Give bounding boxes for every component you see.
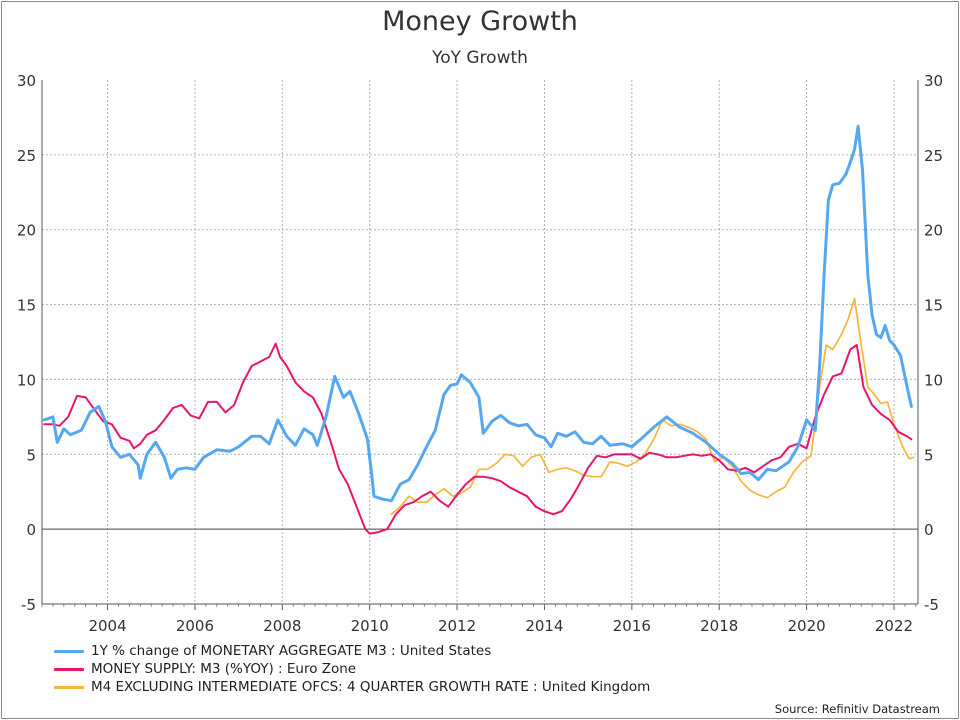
- x-tick-label: 2016: [613, 617, 651, 635]
- y-tick-label-left: 30: [17, 72, 36, 90]
- series-line-uk-m4: [390, 297, 915, 516]
- legend-label-uk: M4 EXCLUDING INTERMEDIATE OFCS: 4 QUARTE…: [91, 679, 651, 695]
- y-tick-label-right: 20: [924, 222, 943, 240]
- y-tick-label-right: 0: [924, 521, 934, 539]
- x-tick-label: 2008: [263, 617, 301, 635]
- y-tick-label-right: 5: [924, 446, 934, 464]
- x-tick-label: 2004: [88, 617, 126, 635]
- y-tick-label-right: -5: [924, 596, 939, 614]
- x-tick-label: 2006: [176, 617, 214, 635]
- legend-swatch-ez: [54, 667, 84, 671]
- x-tick-label: 2020: [787, 617, 825, 635]
- legend-label-us: 1Y % change of MONETARY AGGREGATE M3 : U…: [91, 643, 492, 659]
- x-tick-label: 2022: [875, 617, 913, 635]
- legend-item-uk: M4 EXCLUDING INTERMEDIATE OFCS: 4 QUARTE…: [54, 678, 650, 696]
- y-tick-label-right: 25: [924, 147, 943, 165]
- chart-subtitle: YoY Growth: [432, 48, 528, 68]
- x-tick-label: 2014: [525, 617, 563, 635]
- y-tick-label-left: 5: [26, 446, 36, 464]
- legend-swatch-uk: [54, 685, 84, 689]
- x-tick-label: 2010: [351, 617, 389, 635]
- y-tick-label-right: 30: [924, 72, 943, 90]
- legend-swatch-us: [54, 649, 84, 653]
- legend-item-us: 1Y % change of MONETARY AGGREGATE M3 : U…: [54, 642, 650, 660]
- y-tick-label-left: 0: [26, 521, 36, 539]
- y-tick-label-left: -5: [21, 596, 36, 614]
- y-tick-label-right: 15: [924, 297, 943, 315]
- y-tick-label-left: 20: [17, 222, 36, 240]
- series-line-euro-zone-m3: [43, 342, 913, 535]
- chart-legend: 1Y % change of MONETARY AGGREGATE M3 : U…: [54, 642, 650, 696]
- chart-title: Money Growth: [382, 6, 578, 37]
- y-tick-label-left: 10: [17, 371, 36, 389]
- y-tick-label-left: 25: [17, 147, 36, 165]
- source-note: Source: Refinitiv Datastream: [774, 702, 940, 716]
- x-tick-label: 2012: [438, 617, 476, 635]
- legend-item-ez: MONEY SUPPLY: M3 (%YOY) : Euro Zone: [54, 660, 650, 678]
- y-tick-label-right: 10: [924, 371, 943, 389]
- series-line-us-m3: [42, 124, 913, 503]
- y-tick-label-left: 15: [17, 297, 36, 315]
- legend-label-ez: MONEY SUPPLY: M3 (%YOY) : Euro Zone: [91, 661, 357, 677]
- x-tick-label: 2018: [700, 617, 738, 635]
